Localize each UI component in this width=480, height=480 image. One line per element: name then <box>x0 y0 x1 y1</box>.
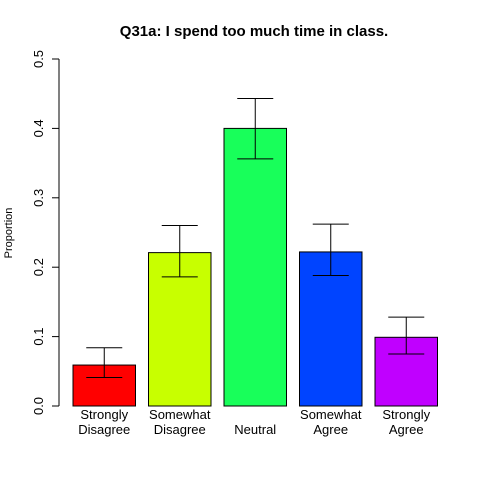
y-axis: 0.0 0.1 0.2 0.3 0.4 0.5 <box>31 50 60 415</box>
bar <box>299 251 363 407</box>
x-tick-label: Strongly <box>80 407 128 422</box>
x-tick-label: Strongly <box>382 407 430 422</box>
x-tick-label: Agree <box>313 422 348 437</box>
x-tick-label: Agree <box>389 422 424 437</box>
y-tick-label: 0.3 <box>31 189 46 207</box>
chart-title: Q31a: I spend too much time in class. <box>120 23 388 40</box>
y-axis-label: Proportion <box>3 208 15 259</box>
x-tick-label: Disagree <box>154 422 206 437</box>
y-tick-label: 0.5 <box>31 50 46 68</box>
x-tick-label: Somewhat <box>300 407 362 422</box>
error-bars <box>86 98 425 379</box>
x-tick-label: Somewhat <box>149 407 211 422</box>
x-tick-label: Neutral <box>234 422 276 437</box>
y-tick-label: 0.4 <box>31 119 46 137</box>
y-tick-label: 0.0 <box>31 397 46 415</box>
bars <box>72 127 438 407</box>
y-tick-label: 0.1 <box>31 328 46 346</box>
bar <box>148 252 212 407</box>
bar <box>223 127 287 407</box>
x-tick-label: Disagree <box>78 422 130 437</box>
y-tick-label: 0.2 <box>31 258 46 276</box>
